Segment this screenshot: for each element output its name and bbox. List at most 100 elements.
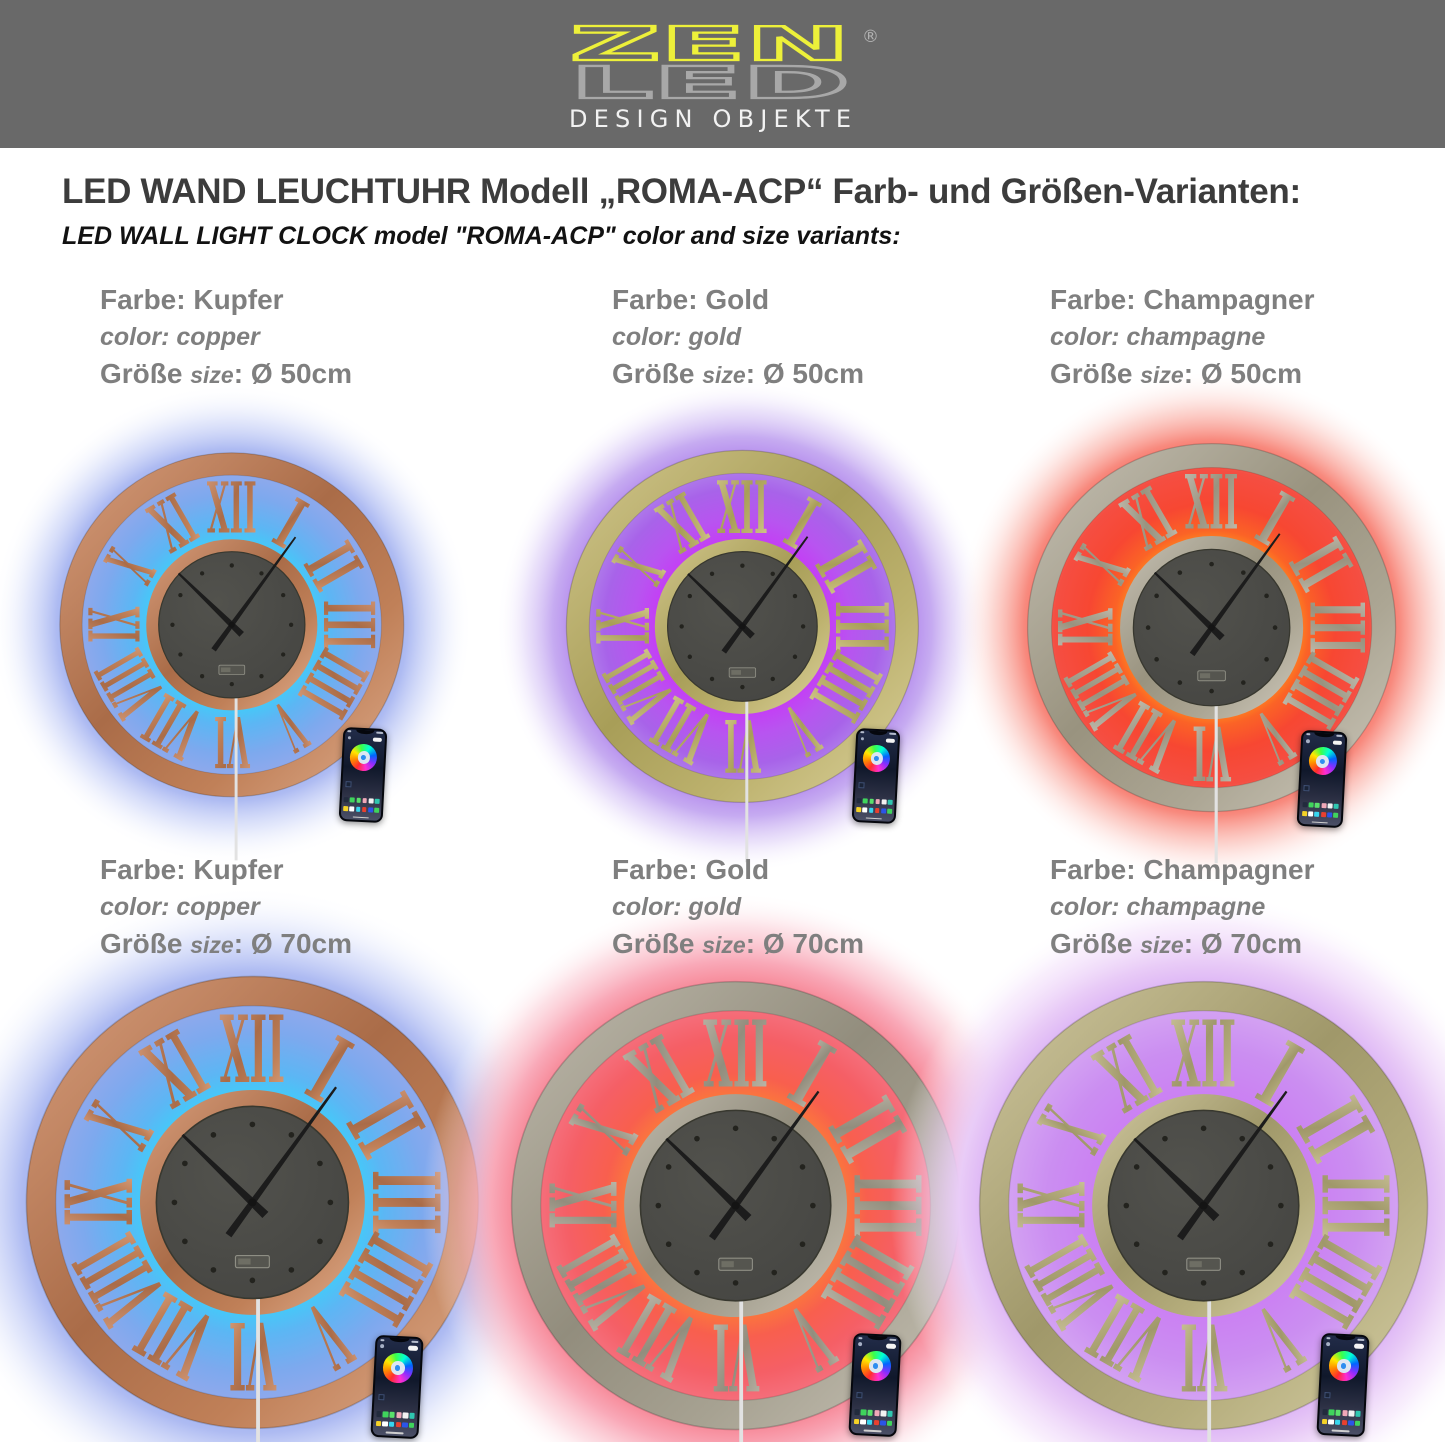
logo-zen-text: ZEN xyxy=(570,17,850,71)
roman-numeral: XII xyxy=(207,468,257,551)
bluetooth-icon xyxy=(347,735,352,740)
color-swatch xyxy=(886,808,892,814)
color-swatch xyxy=(375,1411,382,1418)
wheel-center-dot xyxy=(394,1365,401,1372)
inner-metal-ring xyxy=(1120,536,1304,720)
color-swatch xyxy=(1327,803,1334,809)
color-swatch xyxy=(874,798,881,805)
phone-screen xyxy=(340,728,386,821)
color-swatches-row xyxy=(1302,801,1340,809)
variant-label-champagne-70: Farbe: Champagner color: champagne Größe… xyxy=(1050,853,1315,960)
mode-icon xyxy=(858,781,865,788)
status-battery-icon xyxy=(1357,1338,1365,1341)
screw-marker xyxy=(739,563,745,568)
wheel-center-dot xyxy=(873,755,880,761)
hour-hand xyxy=(181,1133,268,1218)
clock-hands xyxy=(665,1091,820,1241)
registered-mark-icon: ® xyxy=(862,27,879,47)
screw-marker xyxy=(1201,1125,1207,1132)
hour-hand xyxy=(665,1138,752,1222)
color-swatch xyxy=(381,1421,388,1427)
variant-color-de: Farbe: Champagner xyxy=(1050,854,1315,885)
color-swatch xyxy=(856,798,862,804)
clock-gold-50-purple: XII I II III IIII V VI VII VIII IX X XI xyxy=(495,379,989,873)
color-swatch xyxy=(856,806,862,812)
color-swatch xyxy=(1334,803,1340,809)
color-swatch xyxy=(409,1413,415,1420)
smartphone-rgb-app xyxy=(851,727,901,824)
phone-notch xyxy=(355,729,375,734)
variant-color-en: color: champagne xyxy=(1050,892,1266,921)
screw-marker xyxy=(1268,1164,1274,1171)
screw-marker xyxy=(770,676,775,681)
screw-marker xyxy=(666,1241,672,1248)
color-swatch xyxy=(1341,1410,1348,1417)
home-bar xyxy=(352,815,369,819)
roman-numeral: XII xyxy=(1172,1001,1237,1110)
screw-marker xyxy=(1264,593,1270,599)
variant-size: Größe size: Ø 50cm xyxy=(612,357,864,389)
page-title-en: LED WALL LIGHT CLOCK model "ROMA-ACP" co… xyxy=(62,222,901,250)
wheel-center-dot xyxy=(360,754,366,760)
screw-marker xyxy=(1278,1203,1285,1209)
screw-marker xyxy=(200,674,205,679)
power-toggle xyxy=(1333,740,1343,745)
screw-marker xyxy=(687,593,692,598)
logo-tagline: DESIGN OBJEKTE xyxy=(569,105,851,133)
bluetooth-icon xyxy=(860,736,865,741)
color-swatch xyxy=(401,1422,408,1429)
variant-color-de: Farbe: Champagner xyxy=(1050,284,1315,315)
color-swatch xyxy=(1355,1411,1361,1417)
clock-champagne-70-violet: XII I II III IIII V VI VII VIII IX X XI xyxy=(890,892,1445,1442)
smartphone-rgb-app xyxy=(1296,729,1348,828)
variant-color-de: Farbe: Kupfer xyxy=(100,854,284,885)
screw-marker xyxy=(288,1266,294,1273)
screw-marker xyxy=(171,1199,177,1205)
screw-marker xyxy=(1241,570,1247,576)
screw-marker xyxy=(709,571,714,576)
color-wheel-icon xyxy=(349,742,378,772)
status-battery-icon xyxy=(376,731,383,735)
color-swatch xyxy=(1321,802,1327,809)
screw-marker xyxy=(792,593,797,598)
phone-screen xyxy=(1299,731,1346,826)
variant-color-de: Farbe: Gold xyxy=(612,284,770,315)
home-bar xyxy=(385,1432,404,1435)
variant-color-en: color: gold xyxy=(612,892,742,921)
color-swatches-row xyxy=(856,798,893,805)
roman-numeral: III xyxy=(1301,1174,1410,1239)
hand-hub xyxy=(1199,1201,1209,1211)
power-toggle xyxy=(1354,1344,1364,1349)
hand-hub xyxy=(1208,624,1216,632)
power-toggle xyxy=(885,737,895,743)
color-swatch xyxy=(866,1419,873,1426)
roman-numeral: VI xyxy=(1180,1303,1228,1412)
roman-numeral: IX xyxy=(531,1182,640,1229)
roman-numeral: IX xyxy=(75,607,158,643)
screw-marker xyxy=(655,1203,662,1209)
color-swatch xyxy=(1328,1409,1335,1416)
roman-numeral: IX xyxy=(1044,608,1132,647)
screw-marker xyxy=(259,674,264,679)
color-swatch xyxy=(1341,1419,1348,1426)
variant-color-en: color: gold xyxy=(612,322,742,351)
color-swatches-row xyxy=(1321,1409,1361,1417)
wheel-center-dot xyxy=(1320,758,1326,764)
screw-marker xyxy=(694,1136,701,1142)
variant-size: Größe size: Ø 50cm xyxy=(100,357,352,389)
screw-marker xyxy=(1154,657,1160,663)
hand-hub xyxy=(738,622,746,630)
clock-hands xyxy=(686,535,808,654)
screw-marker xyxy=(1177,570,1183,576)
variant-color-en: color: copper xyxy=(100,322,260,351)
color-swatch xyxy=(1321,1409,1328,1416)
screw-marker xyxy=(800,623,805,629)
color-swatch xyxy=(862,806,868,812)
clock-hands xyxy=(181,1086,337,1238)
clock-hands xyxy=(1154,533,1281,657)
screw-marker xyxy=(800,1241,806,1248)
color-swatch xyxy=(1315,802,1321,808)
